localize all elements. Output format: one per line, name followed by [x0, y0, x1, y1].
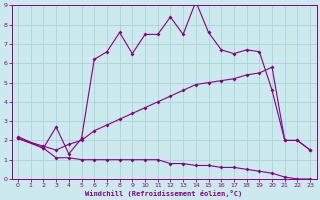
- X-axis label: Windchill (Refroidissement éolien,°C): Windchill (Refroidissement éolien,°C): [85, 190, 243, 197]
